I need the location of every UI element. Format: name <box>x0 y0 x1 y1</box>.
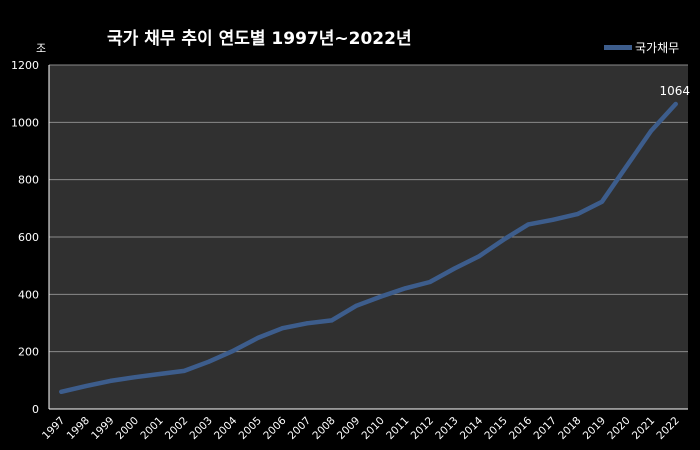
data-point <box>329 318 334 323</box>
x-tick-label: 2019 <box>581 415 608 442</box>
data-point <box>599 199 604 204</box>
data-point <box>550 217 555 222</box>
x-tick-label: 2006 <box>261 414 289 442</box>
series-line <box>59 101 678 395</box>
data-point <box>182 368 187 373</box>
x-tick-label: 2015 <box>482 415 509 442</box>
data-point <box>526 222 531 227</box>
data-point <box>378 294 383 299</box>
x-tick-label: 1999 <box>89 415 116 442</box>
data-point <box>673 101 678 106</box>
data-point <box>477 254 482 259</box>
data-point <box>649 128 654 133</box>
y-tick-label: 600 <box>18 231 39 244</box>
data-point <box>624 164 629 169</box>
y-tick-label: 400 <box>18 288 39 301</box>
x-tick-label: 2003 <box>187 415 214 442</box>
data-point <box>452 266 457 271</box>
x-tick-label: 2020 <box>605 415 632 442</box>
x-tick-label: 2008 <box>310 415 337 442</box>
data-point <box>501 237 506 242</box>
data-point <box>255 335 260 340</box>
x-tick-label: 2012 <box>409 415 436 442</box>
data-point <box>59 389 64 394</box>
data-point <box>427 280 432 285</box>
data-point <box>354 303 359 308</box>
x-tick-label: 2011 <box>384 415 411 442</box>
x-tick-label: 2016 <box>507 414 535 442</box>
x-tick-label: 2000 <box>114 415 141 442</box>
x-tick-label: 1998 <box>65 415 92 442</box>
data-point <box>206 359 211 364</box>
y-tick-label: 200 <box>18 346 39 359</box>
x-tick-label: 2021 <box>630 415 657 442</box>
y-tick-label: 1000 <box>11 116 39 129</box>
x-tick-label: 2009 <box>335 415 362 442</box>
x-tick-label: 2010 <box>360 415 387 442</box>
data-point <box>403 286 408 291</box>
x-tick-label: 2017 <box>532 415 559 442</box>
y-tick-label: 800 <box>18 174 39 187</box>
x-tick-label: 2005 <box>237 415 264 442</box>
data-point <box>305 321 310 326</box>
data-point <box>108 378 113 383</box>
x-tick-label: 2022 <box>654 415 681 442</box>
y-tick-label: 1200 <box>11 59 39 72</box>
x-tick-label: 2001 <box>138 415 165 442</box>
x-tick-label: 2013 <box>433 415 460 442</box>
data-point <box>280 326 285 331</box>
data-point <box>133 375 138 380</box>
x-tick-label: 1997 <box>40 415 67 442</box>
x-tick-label: 2018 <box>556 415 583 442</box>
x-tick-label: 2004 <box>212 414 240 442</box>
x-tick-label: 2002 <box>163 415 190 442</box>
x-tick-label: 2014 <box>458 414 486 442</box>
legend: 국가채무 <box>604 39 679 56</box>
y-tick-label: 0 <box>32 403 39 416</box>
x-tick-label: 2007 <box>286 415 313 442</box>
y-axis-unit-label: 조 <box>36 42 47 55</box>
data-label: 1064 <box>659 84 690 98</box>
data-point <box>231 348 236 353</box>
data-point <box>575 212 580 217</box>
data-point <box>83 384 88 389</box>
legend-swatch <box>604 45 632 50</box>
data-point <box>157 372 162 377</box>
legend-label: 국가채무 <box>635 41 680 55</box>
chart-title: 국가 채무 추이 연도별 1997년~2022년 <box>107 29 412 49</box>
